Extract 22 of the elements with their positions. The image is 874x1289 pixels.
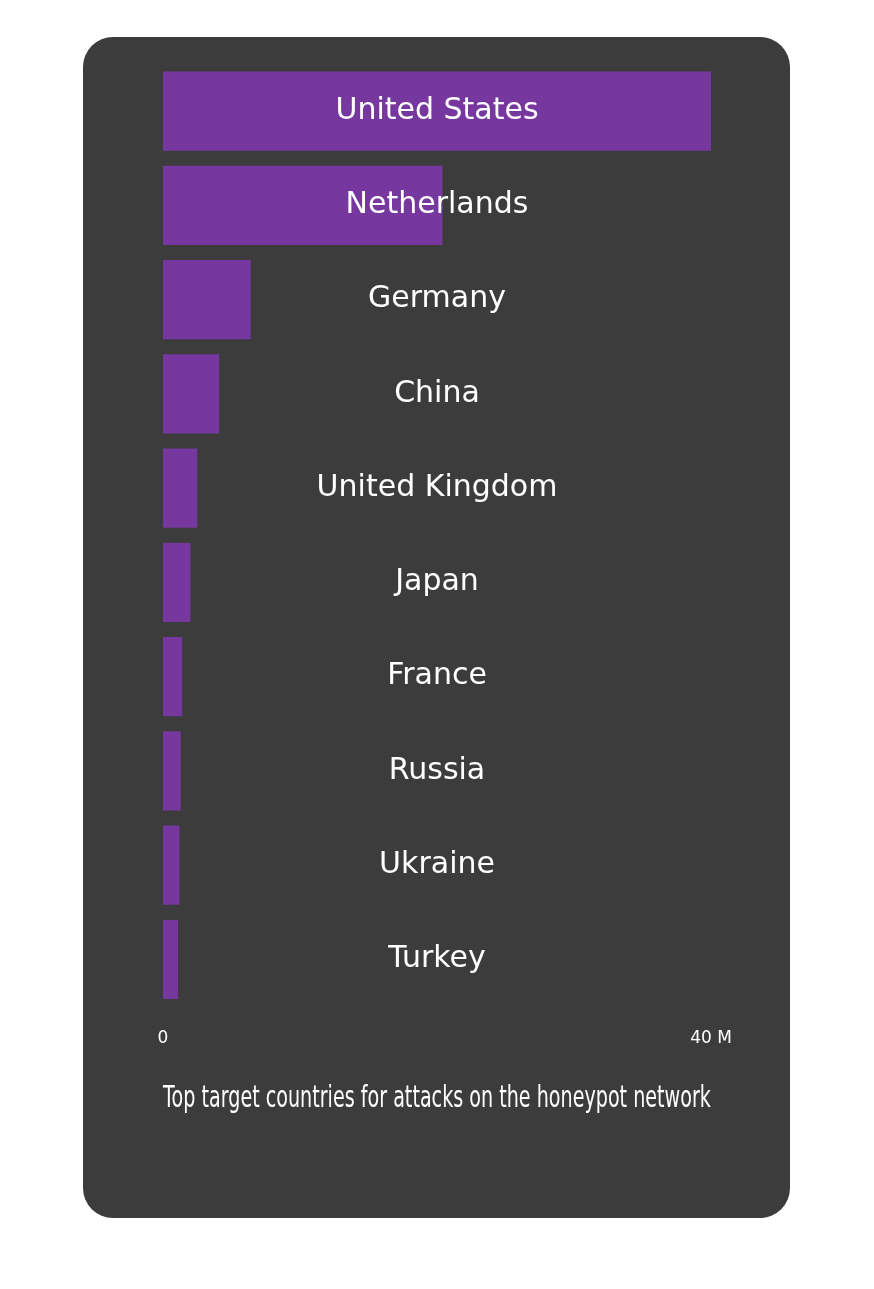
y-tick-label: Netherlands bbox=[345, 185, 529, 221]
y-tick-label: Turkey bbox=[387, 939, 486, 975]
bar bbox=[163, 260, 251, 340]
y-tick-label: Ukraine bbox=[379, 845, 495, 881]
y-tick-label: Japan bbox=[393, 562, 479, 598]
bar bbox=[163, 919, 179, 1000]
bar bbox=[163, 448, 198, 528]
y-tick-label: China bbox=[394, 373, 480, 409]
y-tick-label: Russia bbox=[388, 750, 486, 786]
bar bbox=[163, 71, 711, 151]
x-tick-label: 40 M bbox=[690, 1027, 732, 1048]
y-tick-label: France bbox=[387, 656, 487, 692]
y-tick-label: United Kingdom bbox=[316, 467, 558, 503]
bar bbox=[163, 731, 181, 811]
y-tick-label: United States bbox=[335, 90, 539, 126]
y-tick-label: Germany bbox=[368, 279, 506, 315]
bar bbox=[163, 637, 183, 717]
text: Top target countries for attacks on the honeypot network bbox=[162, 1079, 712, 1114]
x-tick-label: 0 bbox=[157, 1027, 169, 1048]
bar bbox=[163, 354, 220, 434]
bar bbox=[163, 542, 191, 623]
bar bbox=[163, 825, 180, 905]
